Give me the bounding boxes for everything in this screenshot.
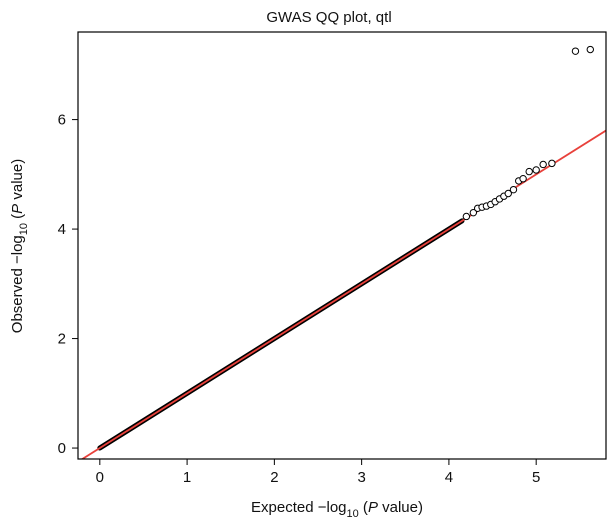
- expected-reference-line: [80, 129, 606, 459]
- y-tick-label: 2: [58, 331, 66, 348]
- x-tick-label: 3: [357, 469, 365, 486]
- y-tick-label: 6: [58, 112, 66, 129]
- chart-title: GWAS QQ plot, qtl: [266, 9, 391, 26]
- data-point: [571, 47, 580, 55]
- y-tick-label: 0: [58, 440, 66, 457]
- plot-frame: [77, 31, 607, 460]
- data-point: [462, 212, 471, 221]
- x-tick-label: 2: [270, 469, 278, 486]
- data-point: [504, 189, 512, 198]
- x-axis-title: Expected −log10 (P value): [251, 499, 423, 520]
- x-tick-label: 5: [532, 469, 540, 486]
- x-axis: 0 1 2 3 4 5: [96, 459, 540, 486]
- x-tick-label: 0: [96, 469, 104, 486]
- data-point: [586, 45, 594, 54]
- data-point: [548, 159, 556, 168]
- data-point: [525, 167, 533, 176]
- y-axis-title: Observed −log10 (P value): [9, 159, 30, 333]
- x-tick-label: 1: [183, 469, 191, 486]
- data-point: [532, 166, 540, 174]
- data-point: [469, 208, 478, 217]
- y-tick-label: 4: [58, 221, 66, 238]
- data-point: [509, 185, 518, 194]
- data-point: [539, 160, 547, 169]
- x-tick-label: 4: [445, 469, 453, 486]
- y-axis: 0 2 4 6: [58, 112, 78, 457]
- plot-area: [77, 31, 607, 460]
- data-point: [519, 175, 527, 183]
